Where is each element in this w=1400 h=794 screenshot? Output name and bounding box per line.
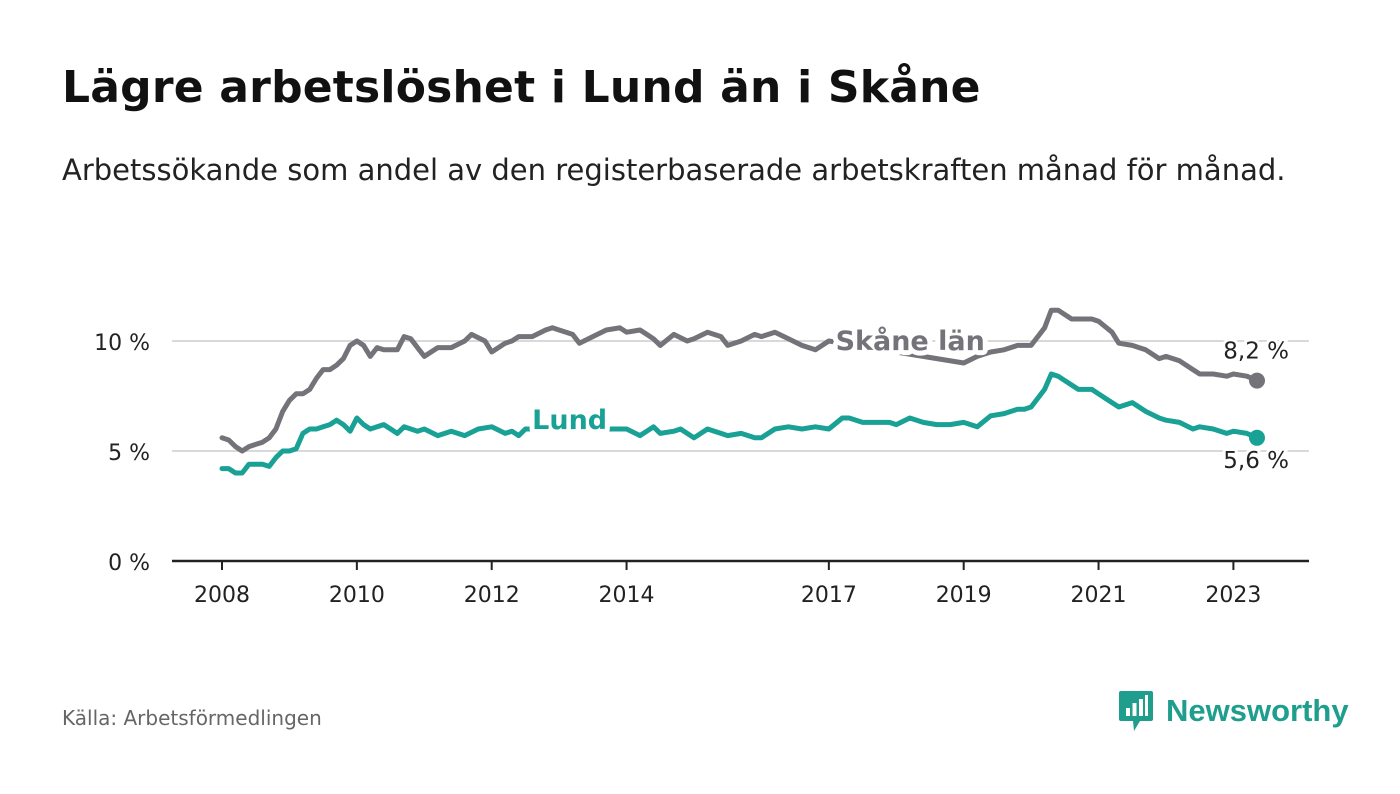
skane-line: [219, 307, 1260, 454]
skane-series-label: Skåne län: [836, 325, 985, 357]
bar-chart-icon: [1119, 691, 1153, 731]
x-tick-label: 2008: [194, 583, 250, 608]
x-tick-label: 2012: [464, 583, 520, 608]
lund-end-point: [1249, 429, 1265, 446]
x-tick-label: 2014: [599, 583, 655, 608]
x-tick-label: 2017: [801, 583, 857, 608]
newsworthy-logo: Newsworthy: [1118, 689, 1349, 733]
source-note: Källa: Arbetsförmedlingen: [62, 706, 322, 730]
x-tick-label: 2023: [1205, 583, 1261, 608]
axes: 0 % 5 % 10 % 2008 2010 2012 2014 2017 2019 2021 20…: [94, 331, 1309, 608]
x-tick-label: 2010: [329, 583, 385, 608]
y-tick-label: 5 %: [108, 441, 150, 466]
chart-title: Lägre arbetslöshet i Lund än i Skåne: [62, 62, 981, 113]
series-lines: [219, 307, 1265, 476]
x-tick-label: 2019: [936, 583, 992, 608]
lund-line: [219, 371, 1260, 476]
lund-series-label: Lund: [532, 405, 607, 436]
brand-name: Newsworthy: [1166, 693, 1349, 728]
skane-end-point: [1249, 372, 1265, 389]
skane-end-label: 8,2 %: [1223, 339, 1289, 365]
chart-subtitle: Arbetssökande som andel av den registerb…: [62, 153, 1286, 187]
x-tick-label: 2021: [1071, 583, 1127, 608]
lund-end-label: 5,6 %: [1223, 448, 1289, 474]
y-tick-label: 10 %: [94, 331, 150, 356]
series-labels: Skåne län 8,2 % Lund 5,6 %: [527, 320, 1292, 477]
y-tick-label: 0 %: [108, 551, 150, 576]
